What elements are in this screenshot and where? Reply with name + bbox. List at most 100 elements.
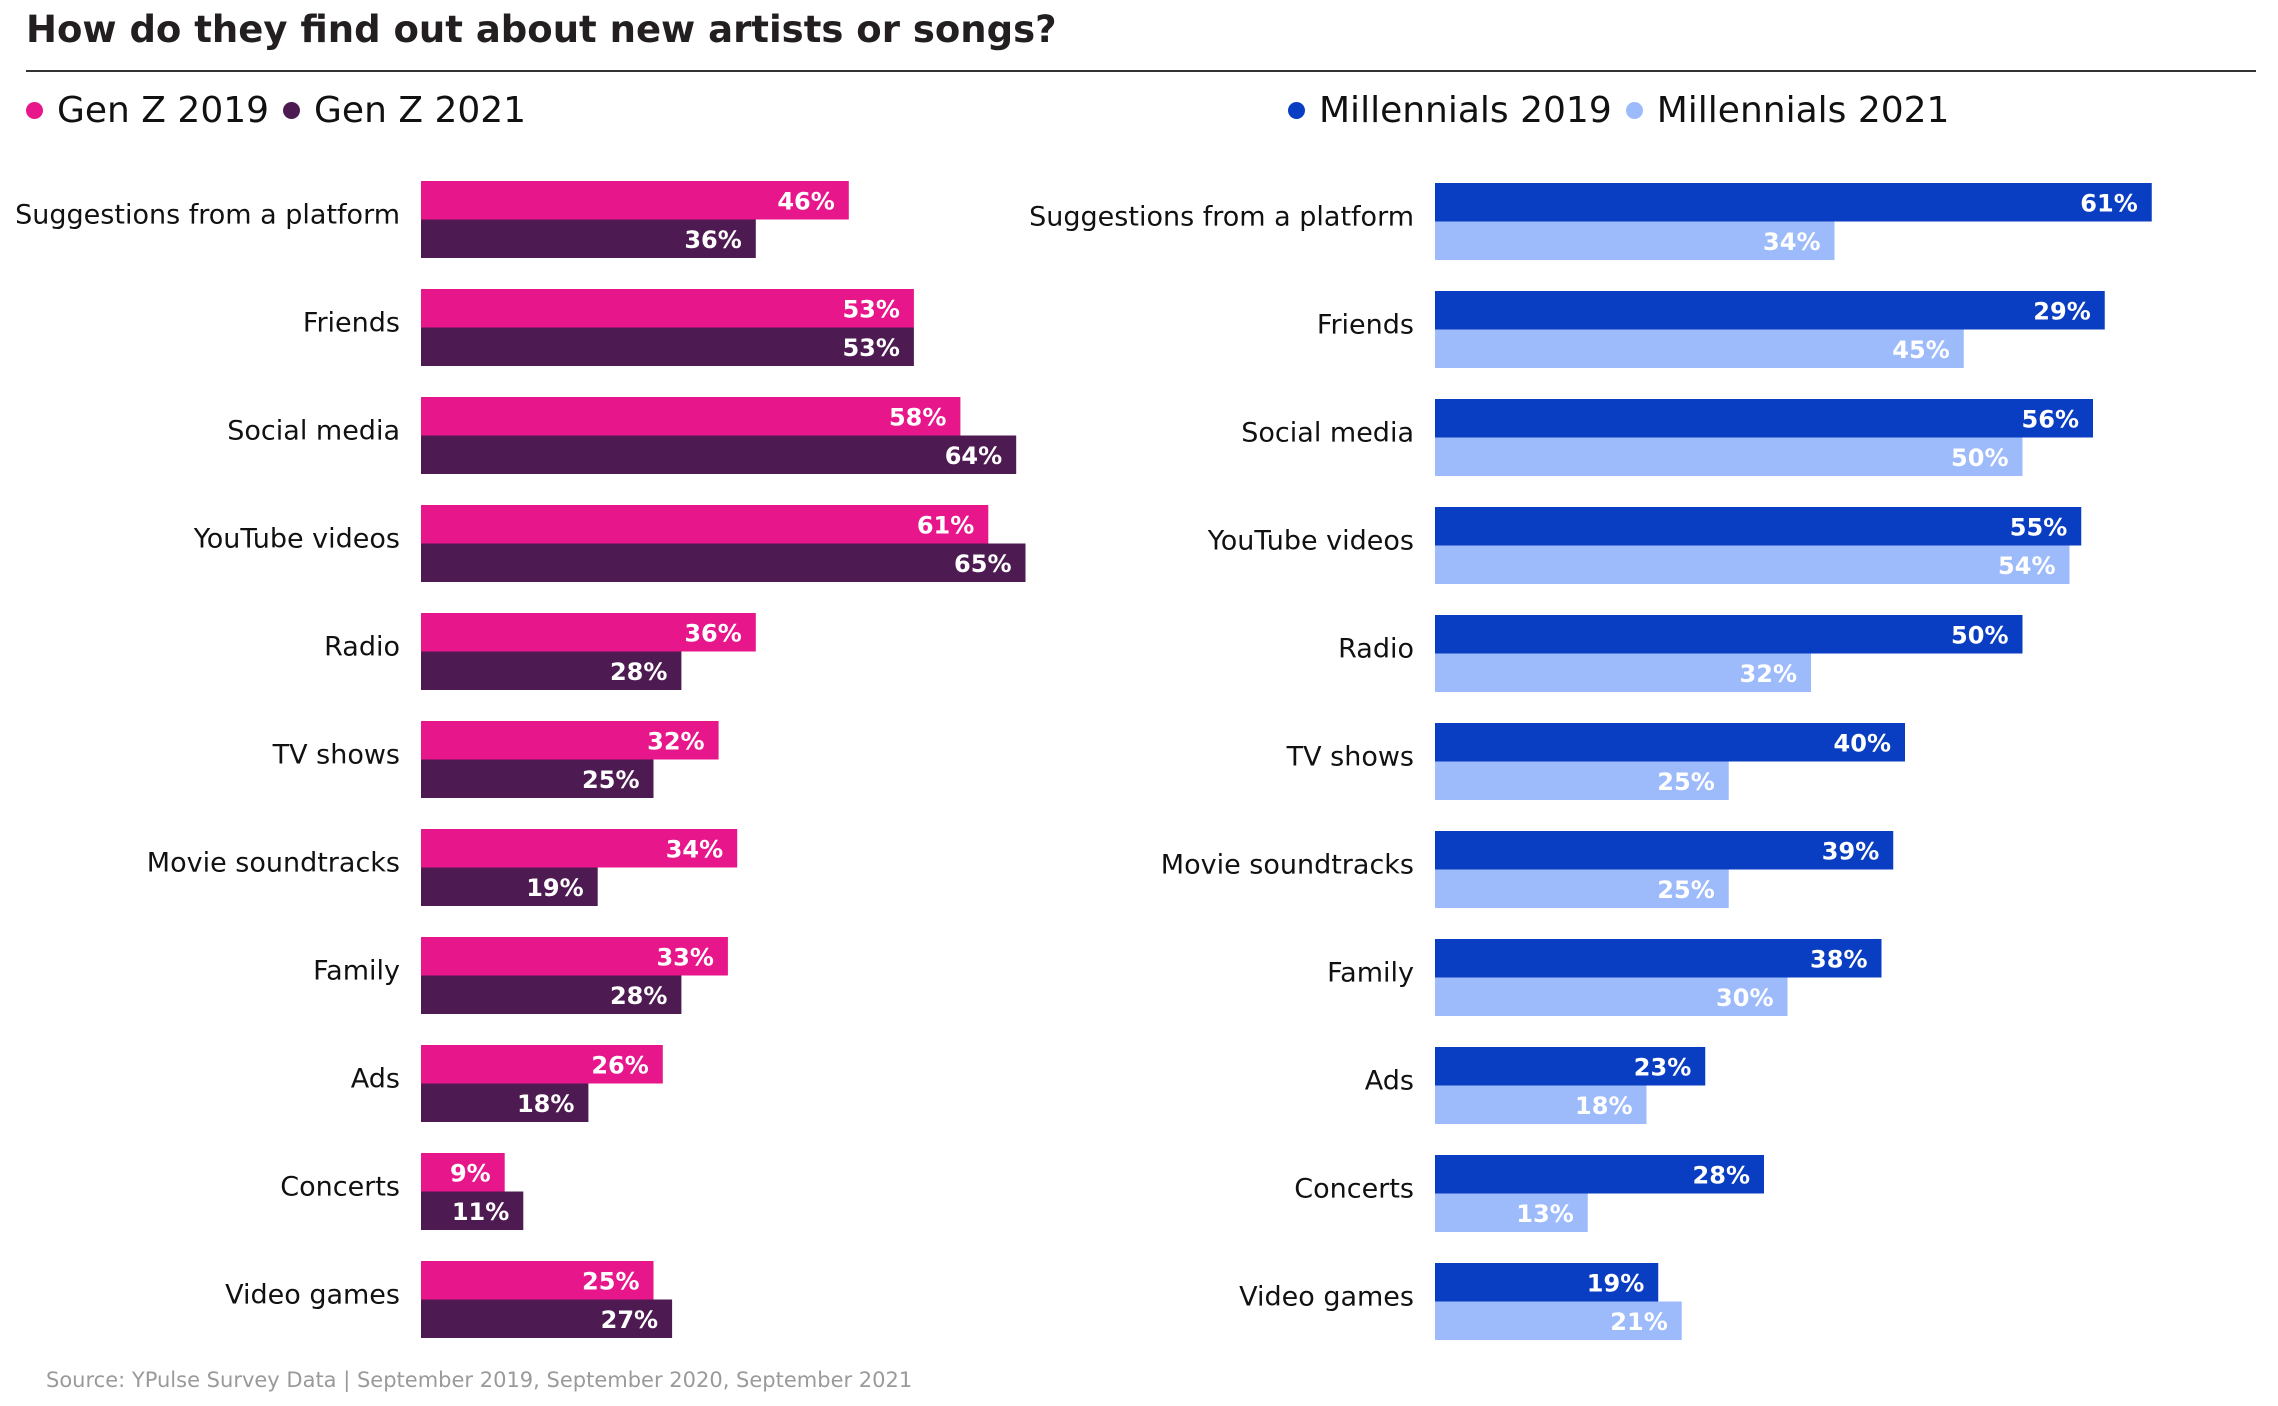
data-label-gen-z-2021-youtube-videos: 65% bbox=[954, 550, 1011, 578]
category-label-gen-z-tv-shows: TV shows bbox=[272, 740, 400, 771]
data-label-gen-z-2019-ads: 26% bbox=[591, 1051, 648, 1079]
bar-millennials-2021-movie-soundtracks bbox=[1435, 869, 1729, 908]
data-label-millennials-2019-friends: 29% bbox=[2033, 297, 2090, 325]
bar-millennials-2019-movie-soundtracks bbox=[1435, 831, 1894, 870]
category-label-gen-z-ads: Ads bbox=[351, 1064, 400, 1095]
data-label-gen-z-2019-social-media: 58% bbox=[889, 403, 946, 431]
data-label-millennials-2021-social-media: 50% bbox=[1951, 444, 2008, 472]
data-label-gen-z-2019-family: 33% bbox=[656, 943, 713, 971]
bar-millennials-2019-friends bbox=[1435, 291, 2105, 330]
bar-gen-z-2019-movie-soundtracks bbox=[421, 829, 738, 868]
data-label-millennials-2021-radio: 32% bbox=[1740, 660, 1797, 688]
data-label-millennials-2019-tv-shows: 40% bbox=[1834, 729, 1891, 757]
category-label-millennials-ads: Ads bbox=[1365, 1066, 1414, 1097]
category-label-millennials-radio: Radio bbox=[1338, 634, 1414, 665]
bar-millennials-2021-concerts bbox=[1435, 1193, 1588, 1232]
bar-gen-z-2021-youtube-videos bbox=[421, 543, 1026, 582]
legend-swatch-gen-z-2019 bbox=[26, 101, 43, 119]
legend-swatch-millennials-2021 bbox=[1625, 101, 1643, 119]
bar-millennials-2021-video-games bbox=[1435, 1301, 1682, 1340]
legend-item-gen-z-2021: Gen Z 2021 bbox=[283, 90, 526, 131]
bar-gen-z-2021-suggestions-from-a-platform bbox=[421, 219, 756, 258]
data-label-millennials-2019-radio: 50% bbox=[1951, 621, 2008, 649]
data-label-millennials-2021-movie-soundtracks: 25% bbox=[1657, 876, 1714, 904]
legend-millennials: Millennials 2019 Millennials 2021 bbox=[1288, 84, 1963, 136]
bar-gen-z-2021-movie-soundtracks bbox=[421, 867, 598, 906]
bar-gen-z-2019-concerts bbox=[421, 1153, 505, 1192]
data-label-millennials-2019-youtube-videos: 55% bbox=[2010, 513, 2067, 541]
category-label-millennials-social-media: Social media bbox=[1241, 418, 1414, 449]
bar-gen-z-2021-concerts bbox=[421, 1191, 524, 1230]
legend-label-gen-z-2021: Gen Z 2021 bbox=[314, 89, 527, 131]
bar-millennials-2021-youtube-videos bbox=[1435, 545, 2070, 584]
bar-millennials-2019-ads bbox=[1435, 1047, 1706, 1086]
data-label-millennials-2021-tv-shows: 25% bbox=[1657, 768, 1714, 796]
data-label-gen-z-2019-youtube-videos: 61% bbox=[917, 511, 974, 539]
bar-millennials-2019-radio bbox=[1435, 615, 2023, 654]
bar-gen-z-2021-radio bbox=[421, 651, 682, 690]
legend-item-millennials-2019: Millennials 2019 bbox=[1288, 90, 1612, 131]
bar-millennials-2019-video-games bbox=[1435, 1263, 1659, 1302]
data-label-millennials-2021-suggestions-from-a-platform: 34% bbox=[1763, 228, 1820, 256]
data-label-gen-z-2019-radio: 36% bbox=[684, 619, 741, 647]
category-label-millennials-youtube-videos: YouTube videos bbox=[1207, 526, 1414, 557]
data-label-gen-z-2021-tv-shows: 25% bbox=[582, 766, 639, 794]
bar-millennials-2021-ads bbox=[1435, 1085, 1647, 1124]
category-label-gen-z-video-games: Video games bbox=[225, 1280, 400, 1311]
category-label-gen-z-youtube-videos: YouTube videos bbox=[193, 524, 400, 555]
bar-gen-z-2021-friends bbox=[421, 327, 914, 366]
bar-millennials-2019-concerts bbox=[1435, 1155, 1764, 1194]
data-label-millennials-2019-social-media: 56% bbox=[2022, 405, 2079, 433]
data-label-gen-z-2019-friends: 53% bbox=[842, 295, 899, 323]
bar-millennials-2021-suggestions-from-a-platform bbox=[1435, 221, 1835, 260]
bar-millennials-2021-radio bbox=[1435, 653, 1811, 692]
category-label-millennials-movie-soundtracks: Movie soundtracks bbox=[1161, 850, 1414, 881]
bar-gen-z-2019-social-media bbox=[421, 397, 961, 436]
bar-gen-z-2019-family bbox=[421, 937, 728, 976]
data-label-gen-z-2021-movie-soundtracks: 19% bbox=[526, 874, 583, 902]
data-label-gen-z-2019-tv-shows: 32% bbox=[647, 727, 704, 755]
chart-title: How do they find out about new artists o… bbox=[26, 8, 1057, 51]
data-label-millennials-2021-youtube-videos: 54% bbox=[1998, 552, 2055, 580]
bar-gen-z-2019-friends bbox=[421, 289, 914, 328]
data-label-millennials-2019-suggestions-from-a-platform: 61% bbox=[2080, 189, 2137, 217]
category-label-millennials-video-games: Video games bbox=[1239, 1282, 1414, 1313]
bar-gen-z-2021-ads bbox=[421, 1083, 589, 1122]
bar-millennials-2021-family bbox=[1435, 977, 1788, 1016]
category-label-gen-z-suggestions-from-a-platform: Suggestions from a platform bbox=[15, 200, 400, 231]
bar-millennials-2021-friends bbox=[1435, 329, 1964, 368]
category-label-millennials-family: Family bbox=[1327, 958, 1414, 989]
data-label-millennials-2021-family: 30% bbox=[1716, 984, 1773, 1012]
bar-millennials-2021-social-media bbox=[1435, 437, 2023, 476]
data-label-gen-z-2021-social-media: 64% bbox=[945, 442, 1002, 470]
data-label-gen-z-2019-video-games: 25% bbox=[582, 1267, 639, 1295]
data-label-gen-z-2021-radio: 28% bbox=[610, 658, 667, 686]
bar-gen-z-2021-family bbox=[421, 975, 682, 1014]
data-label-millennials-2019-concerts: 28% bbox=[1693, 1161, 1750, 1189]
bar-gen-z-2019-ads bbox=[421, 1045, 663, 1084]
title-divider bbox=[26, 70, 2256, 72]
bar-gen-z-2021-video-games bbox=[421, 1299, 673, 1338]
category-label-gen-z-friends: Friends bbox=[303, 308, 400, 339]
data-label-gen-z-2019-movie-soundtracks: 34% bbox=[666, 835, 723, 863]
data-label-millennials-2021-concerts: 13% bbox=[1516, 1200, 1573, 1228]
data-label-millennials-2021-video-games: 21% bbox=[1610, 1308, 1667, 1336]
legend-label-millennials-2021: Millennials 2021 bbox=[1656, 89, 1950, 131]
bar-gen-z-2019-tv-shows bbox=[421, 721, 719, 760]
category-label-gen-z-concerts: Concerts bbox=[280, 1172, 400, 1203]
bar-gen-z-2021-social-media bbox=[421, 435, 1017, 474]
data-label-gen-z-2021-video-games: 27% bbox=[601, 1306, 658, 1334]
category-label-gen-z-family: Family bbox=[313, 956, 400, 987]
data-label-gen-z-2021-suggestions-from-a-platform: 36% bbox=[684, 226, 741, 254]
data-label-millennials-2019-movie-soundtracks: 39% bbox=[1822, 837, 1879, 865]
data-label-gen-z-2019-suggestions-from-a-platform: 46% bbox=[777, 187, 834, 215]
category-label-millennials-suggestions-from-a-platform: Suggestions from a platform bbox=[1029, 202, 1414, 233]
category-label-millennials-friends: Friends bbox=[1317, 310, 1414, 341]
bar-gen-z-2019-suggestions-from-a-platform bbox=[421, 181, 849, 220]
bar-gen-z-2019-video-games bbox=[421, 1261, 654, 1300]
category-label-millennials-tv-shows: TV shows bbox=[1286, 742, 1414, 773]
bar-millennials-2019-youtube-videos bbox=[1435, 507, 2082, 546]
legend-item-gen-z-2019: Gen Z 2019 bbox=[26, 90, 269, 131]
bar-millennials-2019-family bbox=[1435, 939, 1882, 978]
